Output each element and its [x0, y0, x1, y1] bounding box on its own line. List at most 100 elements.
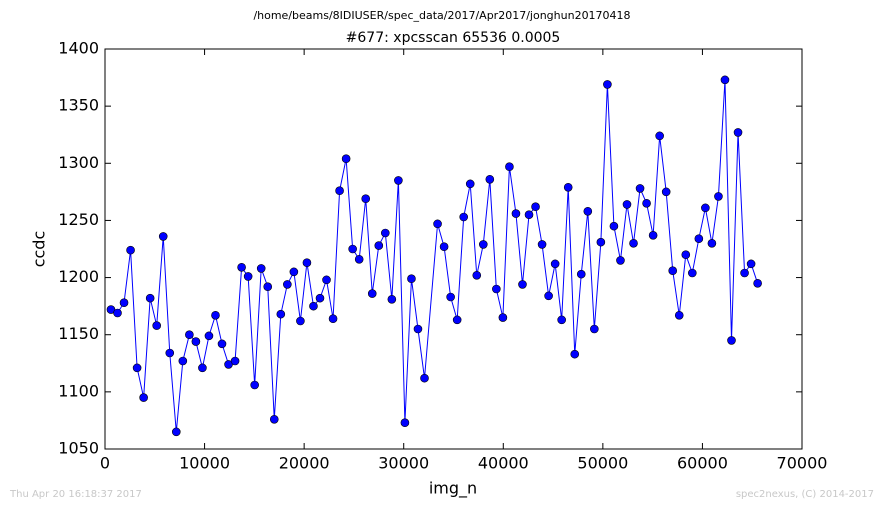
x-tick-label: 40000 — [478, 454, 529, 473]
data-point — [322, 275, 331, 285]
data-point — [446, 292, 455, 302]
data-point — [178, 356, 188, 366]
data-point — [681, 250, 691, 260]
data-point — [622, 200, 632, 209]
data-point — [289, 267, 299, 277]
data-point — [472, 270, 482, 280]
data-point — [524, 210, 534, 220]
data-point — [518, 280, 527, 289]
x-tick-label: 70000 — [777, 454, 828, 473]
data-point — [361, 194, 371, 204]
y-tick-label: 1100 — [58, 381, 99, 400]
data-point — [191, 337, 201, 346]
data-point — [256, 264, 266, 273]
data-point — [511, 209, 521, 218]
data-point — [126, 245, 135, 255]
data-point — [132, 363, 142, 373]
data-point — [603, 80, 612, 89]
data-point — [152, 321, 161, 330]
data-point — [485, 174, 495, 184]
data-point — [354, 254, 364, 264]
data-point — [315, 293, 325, 303]
data-point — [276, 309, 286, 319]
plot-frame — [104, 48, 803, 450]
x-tick-label: 20000 — [279, 454, 330, 473]
data-point — [165, 348, 175, 358]
data-point — [394, 176, 403, 185]
data-point — [407, 274, 416, 284]
data-point — [557, 315, 566, 325]
y-tick-label: 1200 — [58, 267, 99, 286]
data-point — [714, 192, 723, 201]
data-point — [145, 293, 155, 303]
y-tick-label: 1300 — [58, 153, 99, 172]
data-point — [204, 331, 214, 341]
data-point — [655, 131, 664, 141]
data-point — [753, 278, 762, 288]
data-point — [263, 282, 273, 292]
data-point — [642, 198, 651, 208]
x-tick-label: 10000 — [179, 454, 230, 473]
data-point — [537, 240, 547, 249]
data-point — [158, 232, 168, 241]
data-point — [544, 291, 553, 301]
data-point — [498, 313, 508, 322]
data-point — [341, 154, 351, 164]
data-point — [420, 373, 429, 383]
data-point — [348, 244, 357, 254]
suptitle: /home/beams/8IDIUSER/spec_data/2017/Apr2… — [253, 9, 630, 22]
data-point — [648, 230, 658, 240]
data-point — [139, 393, 148, 402]
data-point — [616, 256, 625, 265]
data-point — [583, 206, 593, 216]
data-point — [269, 414, 279, 424]
x-tick-label: 60000 — [677, 454, 728, 473]
chart-title: #677: xpcsscan 65536 0.0005 — [346, 30, 561, 46]
data-point — [688, 268, 697, 278]
data-point — [733, 128, 743, 137]
data-point — [629, 238, 638, 248]
y-axis-label: ccdc — [30, 231, 49, 268]
data-point — [505, 162, 514, 172]
data-point — [328, 314, 338, 324]
data-point — [413, 324, 423, 334]
data-point — [400, 418, 410, 428]
data-point — [452, 315, 462, 325]
data-point — [531, 202, 540, 212]
data-point — [459, 212, 468, 222]
footer-left: Thu Apr 20 16:18:37 2017 — [9, 489, 142, 500]
data-point — [198, 363, 207, 373]
y-tick-label: 1050 — [58, 439, 99, 458]
data-point — [296, 316, 305, 326]
data-point — [465, 179, 475, 189]
data-point — [590, 324, 599, 334]
data-point — [694, 234, 704, 244]
data-point — [283, 280, 292, 289]
data-point — [171, 427, 181, 437]
data-point — [609, 221, 619, 231]
data-point — [243, 272, 253, 281]
data-point — [113, 308, 122, 318]
data-point — [185, 330, 194, 340]
data-point — [701, 203, 710, 213]
data-point — [439, 242, 449, 252]
y-tick-label: 1250 — [58, 210, 99, 229]
data-point — [119, 298, 129, 308]
data-point — [478, 240, 488, 249]
x-tick-label: 30000 — [378, 454, 429, 473]
y-tick-label: 1400 — [58, 39, 99, 58]
data-point — [367, 289, 377, 298]
data-point — [433, 219, 442, 229]
data-point — [237, 262, 246, 272]
data-point — [563, 182, 573, 192]
x-tick-label: 50000 — [577, 454, 628, 473]
data-point — [217, 339, 227, 349]
data-point — [381, 228, 390, 238]
data-point — [635, 184, 645, 193]
data-point — [596, 237, 606, 247]
data-point — [674, 310, 684, 320]
data-point — [387, 294, 397, 304]
y-tick-label: 1150 — [58, 324, 99, 343]
data-point — [335, 186, 344, 196]
data-point — [302, 258, 312, 268]
